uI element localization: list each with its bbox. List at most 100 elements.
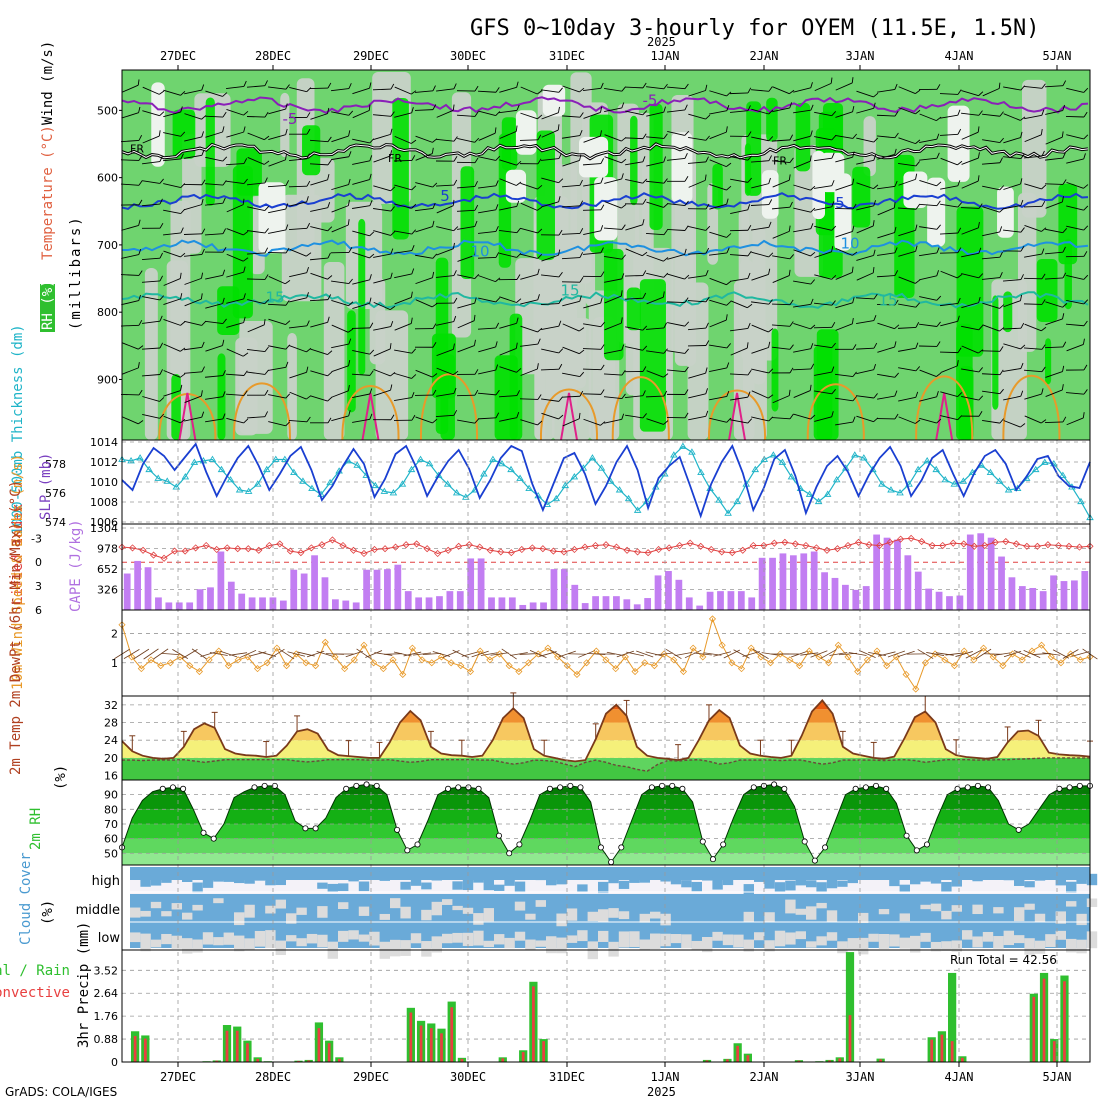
wind-barb-flag (243, 370, 248, 376)
wind-barb-staff (499, 205, 517, 211)
middle-cloud-cell (1024, 903, 1035, 910)
wind-barb-staff (121, 416, 139, 425)
cape-bar (925, 588, 933, 610)
wind-barb (751, 368, 774, 374)
low-cloud-cell (598, 930, 609, 942)
wind-barb (793, 104, 814, 114)
wind-barb-flag (600, 321, 605, 327)
wind-barb (457, 297, 477, 309)
wind-speed-point (786, 656, 794, 664)
wind-speed-point (708, 615, 717, 623)
cape-tick: 978 (97, 543, 118, 556)
wind-barb-staff (331, 280, 349, 284)
wind-barb (624, 82, 647, 89)
wind-barb-flag (285, 421, 291, 427)
wind-barb (729, 131, 752, 137)
wind-barb-flag (411, 244, 415, 251)
thickness-point (434, 471, 443, 478)
precip-convective-bar (879, 1059, 883, 1062)
wind-barb (1045, 152, 1066, 161)
high-cloud-cell (816, 882, 827, 893)
wind-barb-staff (162, 158, 182, 162)
wind-barb (394, 229, 417, 235)
wind-barb-staff (687, 300, 707, 303)
rh-moist-cell (649, 103, 663, 230)
wind-barb (499, 104, 520, 114)
wind-barb (709, 362, 730, 372)
wind-barb-staff (1003, 300, 1021, 308)
wind-barb (856, 102, 876, 114)
wind-barb (288, 153, 310, 162)
wind-barb (520, 182, 543, 190)
rh-label: RH (%) (40, 279, 56, 330)
wind-barb (898, 107, 921, 115)
wind-barb-staff (268, 159, 286, 167)
wind-barb (246, 111, 269, 118)
wind-barb-flag (894, 324, 900, 330)
cape-bar (404, 591, 412, 610)
wind-barb-flag (200, 390, 203, 397)
wind-barb (204, 111, 227, 118)
wind-barb-staff (436, 226, 454, 232)
wind-barb-flag (915, 204, 920, 210)
thickness-point (398, 480, 407, 487)
wind-barb-flag (558, 363, 563, 370)
wind-barb-staff (583, 87, 601, 92)
wind-barb (331, 324, 354, 333)
wind-barb-10m (549, 649, 566, 659)
wind-barb-staff (225, 373, 245, 376)
wind-barb (624, 292, 647, 300)
wind-barb (582, 247, 604, 255)
wind-barb-flag (452, 242, 455, 249)
wind-barb (898, 173, 918, 186)
wind-barb-staff (268, 134, 286, 140)
wind-barb-10m (452, 649, 470, 659)
lifted-index-point (139, 546, 147, 554)
wind-barb-staff (961, 302, 979, 309)
wind-barb (583, 225, 604, 236)
rh-very-dry-cell (903, 171, 928, 208)
wind-barb-flag (977, 175, 980, 182)
wind-barb-flag (873, 393, 878, 399)
wind-barb-flag (705, 247, 710, 254)
rh-point (811, 857, 818, 864)
wind-barb (352, 388, 373, 398)
wind-barb-10m (356, 648, 372, 660)
wind-speed-point (863, 656, 871, 664)
wind-barb (688, 367, 708, 379)
wind-barb-staff (624, 86, 644, 89)
wind-barb-flag (957, 180, 961, 186)
rh-point (455, 784, 462, 791)
low-cloud-cell (941, 941, 952, 951)
low-cloud-cell (930, 941, 942, 952)
warm-contour (915, 375, 974, 441)
rh-moist-cell (392, 97, 409, 240)
wind-barb (499, 342, 518, 356)
wind-barb-staff (898, 276, 916, 284)
low-cloud-cell (826, 932, 838, 941)
wind-barb (562, 412, 581, 427)
wind-barb-flag (915, 224, 918, 231)
rh-dry-cell (739, 259, 753, 354)
low-cloud-cell (431, 936, 442, 953)
lifted-index-point (318, 541, 326, 549)
cape-bar (946, 596, 953, 610)
thickness-tick: 578 (45, 458, 66, 471)
wind-barb (729, 224, 752, 232)
high-cloud-cell (837, 880, 848, 887)
rh-moist-cell (766, 97, 778, 142)
wind-barb-staff (687, 252, 707, 255)
wind-barb-staff (499, 417, 517, 422)
wind-barb-flag (620, 317, 623, 324)
wind-barb (625, 413, 647, 419)
wind-barb-flag (788, 269, 791, 276)
wind-speed-point (524, 659, 533, 667)
wind-barb-flag (999, 111, 1004, 117)
wind-barb-flag (1041, 273, 1046, 280)
high-cloud-cell (910, 873, 921, 885)
wind-barb (961, 90, 984, 97)
wind-barb-flag (159, 413, 165, 419)
wind-barb (960, 411, 983, 417)
wind-barb (709, 390, 730, 401)
cape-bar (1029, 587, 1037, 610)
